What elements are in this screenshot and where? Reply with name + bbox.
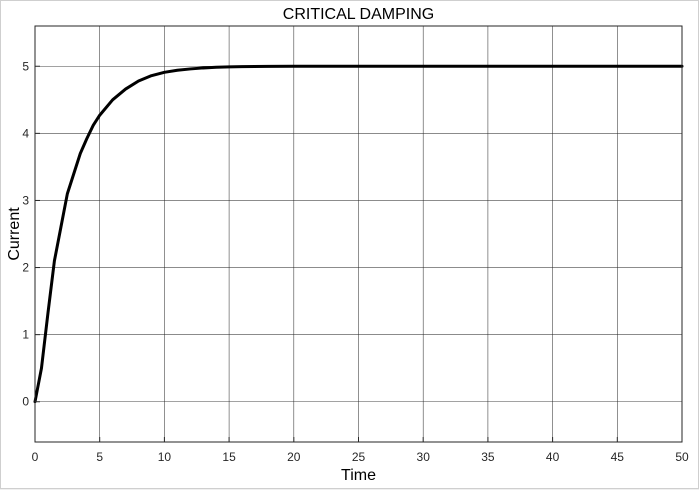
- y-axis-label: Current: [6, 207, 23, 261]
- y-tick-label: 4: [22, 126, 29, 140]
- y-tick-label: 2: [22, 261, 29, 275]
- y-tick-label: 0: [22, 395, 29, 409]
- x-tick-label: 25: [352, 450, 366, 464]
- y-tick-label: 1: [22, 328, 29, 342]
- x-tick-label: 5: [96, 450, 103, 464]
- x-tick-label: 20: [287, 450, 301, 464]
- y-tick-label: 3: [22, 193, 29, 207]
- x-tick-label: 0: [32, 450, 39, 464]
- chart-title: CRITICAL DAMPING: [283, 6, 434, 23]
- series-layer: [33, 64, 684, 404]
- x-tick-label: 15: [222, 450, 236, 464]
- x-tick-label: 35: [481, 450, 495, 464]
- x-tick-label: 45: [611, 450, 625, 464]
- x-tick-label: 40: [546, 450, 560, 464]
- x-tick-label: 50: [675, 450, 689, 464]
- series-line: [33, 64, 684, 404]
- y-tick-label: 5: [22, 59, 29, 73]
- x-axis-label: Time: [341, 467, 376, 484]
- x-tick-label: 10: [158, 450, 172, 464]
- x-tick-label: 30: [417, 450, 431, 464]
